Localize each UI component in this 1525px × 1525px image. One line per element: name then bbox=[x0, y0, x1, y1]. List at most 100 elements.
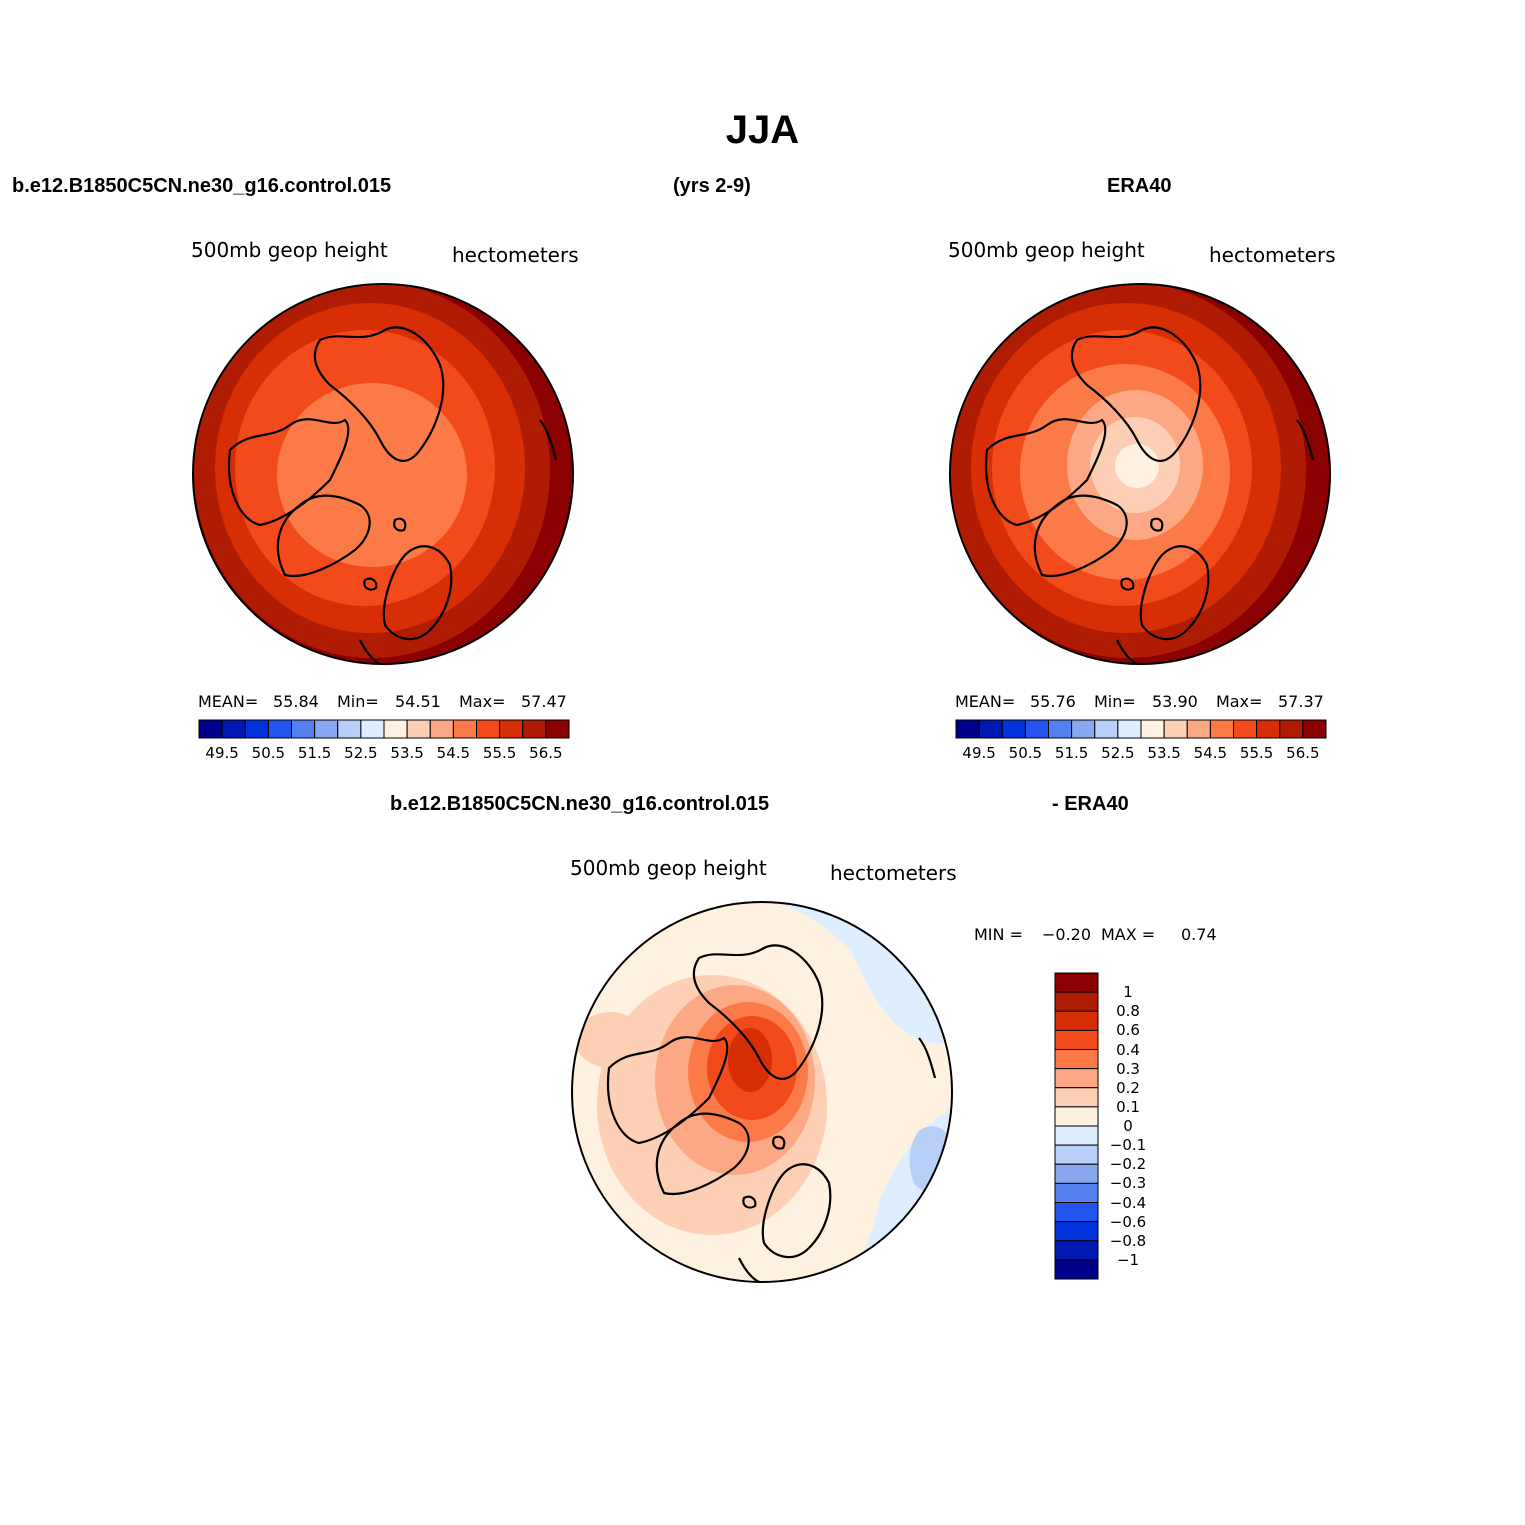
panel2-variable-label: 500mb geop height bbox=[948, 238, 1145, 262]
panel2-mean-label: MEAN= bbox=[955, 692, 1016, 711]
diff-colorbar-swatch bbox=[1054, 1087, 1099, 1108]
panel2-colorbar-swatch bbox=[1209, 719, 1234, 739]
panel1-max-value: 57.47 bbox=[521, 692, 567, 711]
panel2-max-value: 57.37 bbox=[1278, 692, 1324, 711]
diff-colorbar-tick-label: −1 bbox=[1116, 1250, 1140, 1269]
panel2-colorbar-tick-label: 53.5 bbox=[1147, 744, 1181, 762]
diff-colorbar-swatch bbox=[1054, 1010, 1099, 1031]
panel2-colorbar-swatch bbox=[1163, 719, 1188, 739]
diff-colorbar-tick-label: 0.8 bbox=[1116, 1002, 1140, 1021]
panel1-colorbar-swatch bbox=[291, 719, 316, 739]
diff-max-value: 0.74 bbox=[1181, 925, 1217, 944]
diff-colorbar-swatch bbox=[1054, 1068, 1099, 1089]
header-left-case: b.e12.B1850C5CN.ne30_g16.control.015 bbox=[12, 175, 392, 197]
panel1-colorbar-swatch bbox=[221, 719, 246, 739]
panel1-fill-54p5 bbox=[277, 383, 467, 567]
panel1-colorbar-swatch bbox=[383, 719, 408, 739]
diff-colorbar-swatch bbox=[1054, 1106, 1099, 1127]
diff-variable-label: 500mb geop height bbox=[570, 856, 767, 880]
diff-colorbar-swatch bbox=[1054, 1221, 1099, 1242]
panel2-colorbar-tick-label: 49.5 bbox=[962, 744, 996, 762]
panel2-colorbar-tick-label: 50.5 bbox=[1008, 744, 1043, 762]
diff-colorbar-tick-label: −0.1 bbox=[1109, 1136, 1147, 1155]
diff-coastlines bbox=[606, 944, 937, 1283]
panel2-colorbar-tick-label: 51.5 bbox=[1054, 744, 1089, 762]
panel2-colorbar-swatch bbox=[1279, 719, 1304, 739]
panel2-colorbar-swatch bbox=[978, 719, 1003, 739]
panel2-map-border bbox=[949, 283, 1331, 665]
diff-fill-0p1-west bbox=[575, 1012, 645, 1068]
panel1-colorbar-tick-label: 54.5 bbox=[436, 744, 471, 762]
diff-colorbar-swatch bbox=[1054, 1182, 1099, 1203]
panel1-colorbar-tick-label: 52.5 bbox=[344, 744, 378, 762]
header-center-years: (yrs 2-9) bbox=[673, 175, 751, 197]
panel1-colorbar-tick-label: 50.5 bbox=[251, 744, 286, 762]
panel1-colorbar-swatch bbox=[429, 719, 454, 739]
panel1-map-border bbox=[192, 283, 574, 665]
diff-colorbar-swatch bbox=[1054, 1240, 1099, 1261]
diff-max-label: MAX = bbox=[1101, 925, 1156, 944]
diff-fill-0p6-0p8 bbox=[728, 1028, 772, 1092]
panel2-colorbar-swatch bbox=[1233, 719, 1258, 739]
panel2-units-label: hectometers bbox=[1209, 243, 1336, 267]
diff-colorbar-swatch bbox=[1054, 1049, 1099, 1070]
panel1-colorbar-swatch bbox=[476, 719, 501, 739]
diff-colorbar-tick-label: −0.3 bbox=[1109, 1174, 1147, 1193]
panel2-min-label: Min= bbox=[1094, 692, 1136, 711]
diff-colorbar-tick-label: 0.1 bbox=[1116, 1097, 1140, 1116]
diff-colorbar-swatch bbox=[1054, 991, 1099, 1012]
diff-colorbar-swatch bbox=[1054, 1029, 1099, 1050]
panel2-colorbar-swatch bbox=[1024, 719, 1049, 739]
panel1-coastlines bbox=[227, 326, 558, 665]
panel2-colorbar-swatch bbox=[1186, 719, 1211, 739]
panel1-colorbar-swatch bbox=[522, 719, 547, 739]
panel1-units-label: hectometers bbox=[452, 243, 579, 267]
panel1-colorbar-swatch bbox=[545, 719, 570, 739]
panel2-colorbar-tick-label: 56.5 bbox=[1286, 744, 1320, 762]
panel1-colorbar-swatch bbox=[267, 719, 292, 739]
diff-min-value: −0.20 bbox=[1042, 925, 1092, 944]
panel1-colorbar bbox=[198, 719, 570, 739]
panel2-colorbar-swatch bbox=[955, 719, 980, 739]
panel2-colorbar-swatch bbox=[1071, 719, 1096, 739]
diff-colorbar-tick-label: −0.6 bbox=[1109, 1212, 1147, 1231]
diff-colorbar-tick-label: 0.3 bbox=[1116, 1059, 1140, 1078]
diff-fill-neg-0p1 bbox=[909, 1126, 952, 1192]
diff-colorbar-tick-label: −0.8 bbox=[1109, 1231, 1147, 1250]
diff-colorbar-swatch bbox=[1054, 1259, 1099, 1280]
panel2-polar-map bbox=[949, 283, 1331, 665]
diff-header-left: b.e12.B1850C5CN.ne30_g16.control.015 bbox=[390, 793, 770, 815]
diff-colorbar-tick-label: −0.4 bbox=[1109, 1193, 1147, 1212]
panel2-coastlines bbox=[984, 326, 1315, 665]
panel1-colorbar-tick-label: 51.5 bbox=[297, 744, 332, 762]
diff-colorbar-swatch bbox=[1054, 1125, 1099, 1146]
panel2-colorbar-swatch bbox=[1094, 719, 1119, 739]
panel1-colorbar-tick-label: 56.5 bbox=[529, 744, 563, 762]
diff-fill-neg-east bbox=[760, 902, 952, 1282]
panel1-colorbar-swatch bbox=[198, 719, 223, 739]
panel2-colorbar-swatch bbox=[1001, 719, 1026, 739]
panel2-mean-value: 55.76 bbox=[1030, 692, 1076, 711]
panel1-colorbar-tick-label: 49.5 bbox=[205, 744, 239, 762]
diff-colorbar bbox=[1054, 972, 1099, 1280]
panel2-colorbar-tick-label: 52.5 bbox=[1101, 744, 1135, 762]
panel1-mean-label: MEAN= bbox=[198, 692, 259, 711]
diff-header-right: - ERA40 bbox=[1052, 793, 1129, 815]
diff-min-label: MIN = bbox=[974, 925, 1023, 944]
panel1-colorbar-swatch bbox=[406, 719, 431, 739]
diff-map-border bbox=[571, 901, 953, 1283]
panel1-colorbar-swatch bbox=[314, 719, 339, 739]
panel2-colorbar-swatch bbox=[1140, 719, 1165, 739]
panel2-colorbar-swatch bbox=[1117, 719, 1142, 739]
panel1-max-label: Max= bbox=[459, 692, 506, 711]
diff-colorbar-tick-label: 1 bbox=[1123, 983, 1133, 1002]
panel1-colorbar-tick-label: 55.5 bbox=[482, 744, 517, 762]
diff-colorbar-tick-label: 0.4 bbox=[1116, 1040, 1140, 1059]
panel1-variable-label: 500mb geop height bbox=[191, 238, 388, 262]
diff-colorbar-swatch bbox=[1054, 1202, 1099, 1223]
panel1-min-label: Min= bbox=[337, 692, 379, 711]
panel2-colorbar-tick-label: 54.5 bbox=[1193, 744, 1228, 762]
diff-colorbar-tick-label: 0 bbox=[1123, 1117, 1133, 1135]
panel1-colorbar-swatch bbox=[452, 719, 477, 739]
diff-colorbar-swatch bbox=[1054, 1144, 1099, 1165]
